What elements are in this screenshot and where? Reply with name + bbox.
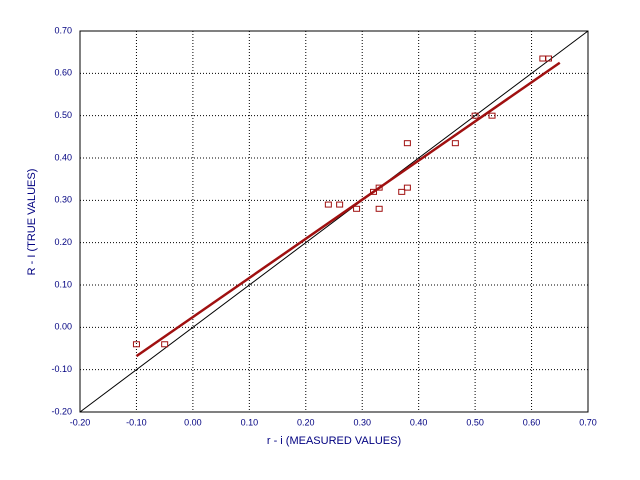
y-tick-label: 0.70 xyxy=(54,25,72,35)
x-tick-label: 0.30 xyxy=(353,417,371,427)
x-tick-label: -0.20 xyxy=(70,417,91,427)
data-point xyxy=(375,205,383,212)
y-tick-label: 0.60 xyxy=(54,68,72,78)
y-tick-label: 0.50 xyxy=(54,110,72,120)
x-tick-label: 0.60 xyxy=(523,417,541,427)
data-point xyxy=(539,55,547,62)
y-tick-label: -0.10 xyxy=(51,364,72,374)
y-axis-label: R - I (TRUE VALUES) xyxy=(26,169,38,276)
data-point xyxy=(451,140,459,147)
data-point xyxy=(336,201,344,208)
y-tick-label: 0.30 xyxy=(54,195,72,205)
data-point xyxy=(403,184,411,191)
data-point xyxy=(398,188,406,195)
x-tick-label: 0.70 xyxy=(579,417,597,427)
x-tick-label: 0.20 xyxy=(297,417,315,427)
y-tick-label: 0.00 xyxy=(54,322,72,332)
y-tick-label: -0.20 xyxy=(51,406,72,416)
x-tick-label: 0.10 xyxy=(241,417,259,427)
data-point xyxy=(471,112,479,119)
x-axis-label: r - i (MEASURED VALUES) xyxy=(267,435,401,447)
plot-frame xyxy=(79,30,589,413)
fit-line xyxy=(79,30,589,413)
y-tick-label: 0.10 xyxy=(54,279,72,289)
fit-line xyxy=(135,61,561,358)
data-point xyxy=(132,341,140,348)
data-point xyxy=(324,201,332,208)
data-point xyxy=(544,55,552,62)
y-tick-label: 0.40 xyxy=(54,152,72,162)
x-tick-label: -0.10 xyxy=(126,417,147,427)
data-point xyxy=(353,205,361,212)
y-tick-label: 0.20 xyxy=(54,237,72,247)
data-point xyxy=(488,112,496,119)
data-point xyxy=(403,140,411,147)
x-tick-label: 0.50 xyxy=(466,417,484,427)
data-point xyxy=(161,341,169,348)
x-tick-label: 0.40 xyxy=(410,417,428,427)
data-point xyxy=(370,188,378,195)
data-point xyxy=(375,184,383,191)
x-tick-label: 0.00 xyxy=(184,417,202,427)
